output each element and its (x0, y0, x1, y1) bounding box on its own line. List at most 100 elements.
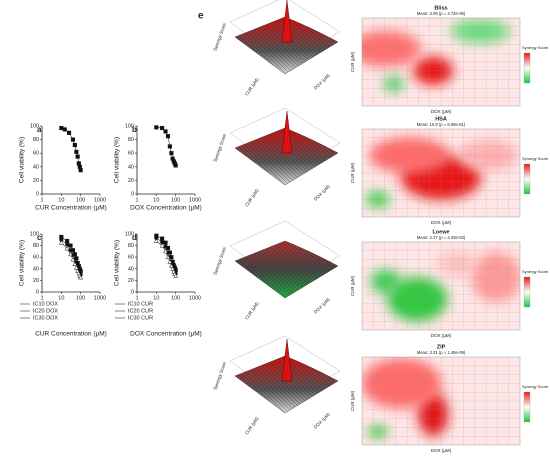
point (75, 154, 80, 159)
x-tick-label: 10 (58, 197, 64, 203)
y-tick-label: 80 (128, 137, 134, 143)
colorbar (523, 163, 531, 195)
point (70, 257, 76, 262)
y-tick-label: 40 (33, 266, 39, 272)
x-tick-label: 10 (58, 295, 64, 301)
surface-plot: Synergy Score CUR (μM) DOX (μM) (212, 0, 341, 97)
y-tick-label: 40 (128, 164, 134, 170)
y-tick-label: 100 (30, 123, 39, 129)
point (58, 240, 64, 245)
y-tick-label: 20 (33, 178, 39, 184)
point (78, 168, 83, 173)
surface-z-label: Synergy Score (212, 361, 227, 391)
y-tick-label: 0 (131, 289, 134, 295)
heatmap-frame (361, 356, 521, 446)
x-tick-label: 1 (40, 295, 43, 301)
legend-label: IC10 CUR (128, 301, 153, 307)
y-tick-label: 100 (30, 231, 39, 237)
point (72, 142, 77, 148)
y-tick-label: 100 (125, 123, 134, 129)
point (163, 248, 168, 254)
point (165, 134, 171, 139)
x-axis-label: DOX Concentration (μM) (130, 331, 202, 338)
x-tick-label: 100 (171, 295, 180, 301)
point (173, 273, 179, 278)
heatmap-x-label: DOX (μM) (431, 448, 452, 453)
panel-label: b (132, 125, 137, 134)
surface-x-label: DOX (μM) (313, 411, 331, 429)
point (163, 129, 168, 134)
heatmap-title: Loewe (432, 229, 449, 235)
point (169, 151, 174, 156)
point (72, 261, 78, 267)
heatmap-y-label: CUR (μM) (350, 162, 355, 183)
point (76, 161, 81, 166)
heatmap-blob (450, 19, 511, 44)
heatmap-blob (367, 425, 388, 438)
heatmap-x-label: DOX (μM) (431, 220, 452, 225)
colorbar (523, 391, 531, 423)
x-tick-label: 1000 (189, 295, 201, 301)
legend-label: IC10 DOX (33, 301, 58, 307)
colorbar-title: Synergy Score (522, 384, 549, 389)
surface-x-label: DOX (μM) (313, 183, 331, 201)
panel-label: d (132, 233, 137, 242)
y-axis-label: Cell viability (%) (19, 137, 26, 183)
axes (41, 234, 100, 293)
y-tick-label: 60 (33, 255, 39, 261)
point (65, 242, 70, 247)
y-tick-label: 0 (36, 191, 39, 197)
x-tick-label: 1 (40, 197, 43, 203)
legend-label: IC30 DOX (33, 315, 58, 321)
surface-mesh (235, 17, 338, 74)
surface-peak (281, 110, 293, 154)
point (77, 164, 82, 169)
surface-mesh (235, 128, 338, 185)
heatmap-title: ZIP (437, 344, 446, 350)
surface-peak (281, 338, 293, 382)
point (62, 127, 67, 132)
y-tick-label: 40 (33, 164, 39, 170)
heatmap-frame (361, 128, 521, 218)
y-axis-label: Cell viability (%) (114, 137, 121, 183)
colorbar-title: Synergy Score (522, 45, 549, 50)
y-tick-label: 100 (125, 231, 134, 237)
y-tick-label: 80 (33, 137, 39, 143)
heatmap-subtitle: Mean: 2.17 (p = 4.33e-03) (417, 235, 466, 240)
surface-peak (281, 0, 293, 43)
x-tick-label: 100 (76, 197, 85, 203)
point (64, 245, 70, 251)
panel-label: e (198, 11, 204, 22)
y-tick-label: 60 (128, 255, 134, 261)
point (163, 240, 168, 245)
x-tick-label: 10 (153, 295, 159, 301)
x-axis-label: CUR Concentration (μM) (35, 331, 107, 338)
heatmap-blob (436, 252, 477, 276)
heatmap-frame (361, 17, 521, 107)
point (168, 263, 174, 268)
surface-x-label: DOX (μM) (313, 72, 331, 90)
surface-z-label: Synergy Score (212, 246, 227, 276)
legend-label: IC20 DOX (33, 308, 58, 314)
x-tick-label: 100 (76, 295, 85, 301)
point (160, 236, 165, 241)
point (160, 125, 165, 131)
point (154, 125, 159, 130)
heatmap (362, 129, 520, 217)
heatmap-y-label: CUR (μM) (350, 390, 355, 411)
point (74, 149, 79, 154)
y-tick-label: 0 (131, 191, 134, 197)
heatmap-title: HSA (435, 116, 447, 122)
heatmap-blob (362, 30, 421, 67)
point (78, 274, 84, 280)
y-tick-label: 20 (128, 278, 134, 284)
surface-plot: Synergy Score CUR (μM) DOX (μM) (212, 107, 341, 208)
panel-label: a (37, 125, 42, 134)
y-tick-label: 80 (128, 243, 134, 249)
heatmap-blob (383, 76, 404, 92)
y-tick-label: 80 (33, 243, 39, 249)
point (65, 238, 70, 244)
surface-y-label: CUR (μM) (244, 77, 260, 97)
point (66, 130, 72, 135)
